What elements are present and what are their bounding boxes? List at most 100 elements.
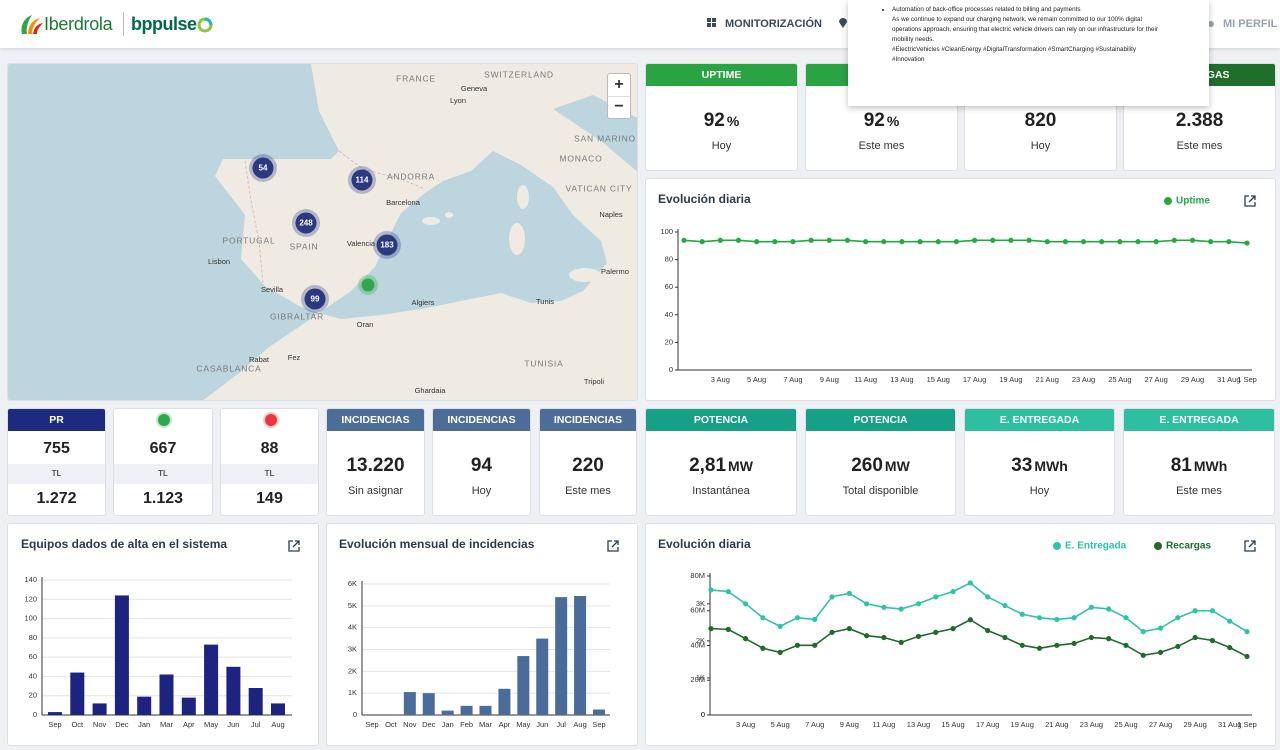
- cluster-count[interactable]: 114: [356, 176, 369, 185]
- status-total: 1.123: [142, 490, 184, 507]
- value: 92: [863, 110, 885, 131]
- partner: bppulse: [131, 14, 197, 34]
- value: 220: [572, 455, 604, 476]
- city-label: Ghardaia: [415, 386, 447, 395]
- city-label: Lyon: [450, 96, 466, 105]
- island: [445, 212, 453, 218]
- kpi-card: POTENCIA 260 MW Total disponible: [805, 408, 956, 516]
- border: [244, 160, 264, 284]
- country-label: GIBRALTAR: [270, 311, 324, 321]
- kpi-value: 81 MWh: [1124, 455, 1274, 477]
- icon-cell: [712, 23, 716, 27]
- cluster[interactable]: [304, 288, 326, 310]
- status-total: 1.272: [36, 490, 77, 507]
- leaf: [21, 15, 32, 34]
- chart-card: [645, 523, 1276, 746]
- country-label: VATICAN CITY: [566, 183, 633, 193]
- kpi-caption: Este mes: [1176, 140, 1223, 152]
- status-total: 149: [256, 490, 283, 507]
- country-label: MONACO: [559, 153, 602, 163]
- separator: [123, 12, 124, 36]
- status-sub: TL: [114, 464, 212, 484]
- kpi-caption: Hoy: [1029, 485, 1050, 497]
- map: FRANCE SWITZERLAND Geneva Lyon SAN MARINO MON…: [7, 63, 638, 401]
- kpi-card: E. ENTREGADA 33 MWh Hoy: [964, 408, 1115, 516]
- country-label: TUNISIA: [524, 358, 563, 368]
- kpi-card: POTENCIA 2,81 MW Instantánea: [645, 408, 797, 516]
- kpi-card: E. ENTREGADA 81 MWh Este mes: [1123, 408, 1275, 516]
- map-canvas: FRANCE SWITZERLAND Geneva Lyon SAN MARINO MON…: [8, 64, 637, 400]
- status-sub: TL: [221, 464, 318, 484]
- kpi-value: 92%: [646, 110, 797, 132]
- kpi-caption: Sin asignar: [347, 485, 404, 497]
- popup-bullet: Automation of back-office processes rela…: [892, 5, 1170, 15]
- leaf: [28, 18, 40, 34]
- kpi-header: UPTIME: [646, 64, 797, 86]
- nav-icon: [707, 18, 716, 27]
- value: 94: [470, 455, 493, 476]
- kpi-value: 220: [540, 455, 636, 477]
- value: 2.388: [1175, 110, 1224, 131]
- country-label: SWITZERLAND: [484, 69, 554, 79]
- island: [509, 223, 525, 255]
- cluster[interactable]: [376, 234, 398, 256]
- value: 33: [1011, 455, 1033, 476]
- nav-item[interactable]: MONITORIZACIÓN: [725, 18, 822, 30]
- ring-arc: [204, 17, 213, 26]
- city-label: Tunis: [536, 297, 554, 306]
- zoom-in[interactable]: +: [608, 74, 630, 97]
- chart-card: [326, 523, 638, 746]
- status-header: [114, 409, 212, 431]
- value: 820: [1024, 110, 1057, 131]
- kpi-value: 13.220: [327, 455, 424, 477]
- cluster[interactable]: [295, 212, 317, 234]
- kpi-header: POTENCIA: [646, 409, 796, 431]
- city-label: Palermo: [601, 267, 629, 276]
- city-label: Tripoli: [584, 377, 604, 386]
- city-label: Lisbon: [208, 257, 230, 266]
- cluster[interactable]: [252, 157, 274, 179]
- kpi-value: 94: [433, 455, 530, 477]
- island: [517, 185, 529, 209]
- status-value: 755: [43, 440, 70, 457]
- nav-item[interactable]: MI PERFIL: [1223, 18, 1278, 30]
- cluster-count[interactable]: 248: [299, 219, 313, 228]
- station[interactable]: [361, 278, 375, 292]
- popup-text: As we continue to expand our charging ne…: [892, 16, 1159, 43]
- kpi-card: UPTIME 92% Hoy: [645, 63, 798, 171]
- status-value: 88: [260, 440, 279, 457]
- kpi-header: INCIDENCIAS: [327, 409, 424, 431]
- sea: [8, 64, 339, 400]
- status-card: PR 755 TL 1.272: [7, 408, 106, 516]
- island: [569, 268, 601, 282]
- cluster-count[interactable]: 183: [380, 241, 394, 250]
- icon-cell: [712, 18, 716, 22]
- kpi-card: INCIDENCIAS 13.220 Sin asignar: [326, 408, 425, 516]
- zoom-out[interactable]: −: [614, 98, 624, 115]
- kpi-header: INCIDENCIAS: [540, 409, 636, 431]
- cluster-count[interactable]: 54: [259, 164, 268, 173]
- status-dot: [264, 414, 277, 426]
- status-card: 88 TL 149: [220, 408, 319, 516]
- kpi-card: INCIDENCIAS 220 Este mes: [539, 408, 637, 516]
- status-dot: [158, 414, 170, 426]
- kpi-caption: Hoy: [471, 485, 492, 497]
- kpi-caption: Este mes: [858, 140, 905, 152]
- kpi-value: 92%: [806, 110, 957, 132]
- nav-icon: [839, 18, 847, 28]
- island: [422, 217, 440, 225]
- cluster-count[interactable]: 99: [311, 295, 320, 304]
- city-label: Fez: [288, 353, 301, 362]
- country-label: SPAIN: [290, 241, 319, 251]
- kpi-caption: Total disponible: [842, 485, 919, 497]
- sea: [319, 151, 607, 319]
- value: 13.220: [346, 455, 405, 476]
- icon-cell: [707, 18, 711, 22]
- kpi-header: INCIDENCIAS: [433, 409, 530, 431]
- status-header: PR: [8, 409, 105, 431]
- kpi-card: INCIDENCIAS 94 Hoy: [432, 408, 531, 516]
- cluster[interactable]: [351, 169, 373, 191]
- partner-icon: [197, 17, 213, 33]
- unit: MW: [728, 458, 753, 474]
